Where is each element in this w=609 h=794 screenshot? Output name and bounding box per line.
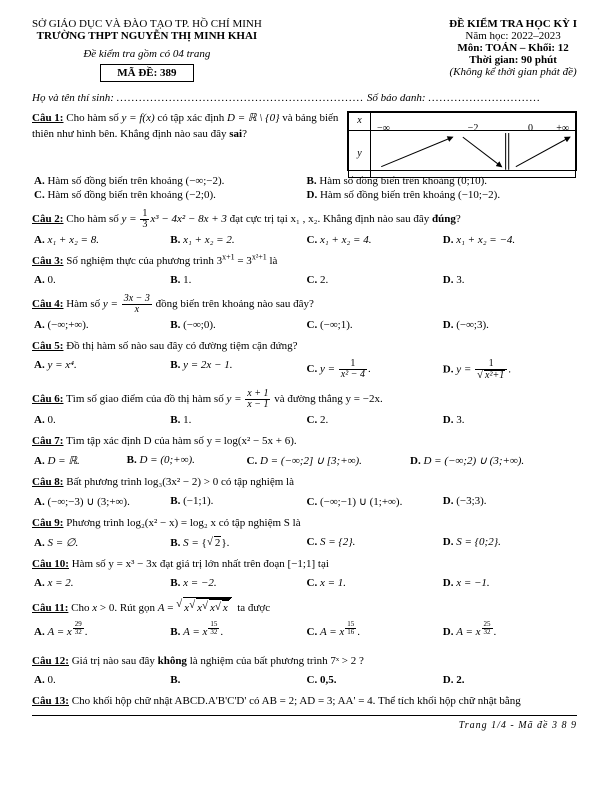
header-left: SỞ GIÁO DỤC VÀ ĐÀO TẠO TP. HỒ CHÍ MINH T… [32, 18, 262, 82]
question-5: Câu 5: Đồ thị hàm số nào sau đây có đườn… [32, 339, 577, 355]
question-13: Câu 13: Cho khối hộp chữ nhật ABCD.A'B'C… [32, 694, 577, 710]
exam-code-box: MÃ ĐỀ: 389 [100, 64, 193, 82]
q5-options: A. y = x⁴. B. y = 2x − 1. C. y = 1x² − 4… [32, 358, 577, 382]
question-7: Câu 7: Tìm tập xác định D của hàm số y =… [32, 434, 577, 450]
exam-title: ĐỀ KIỂM TRA HỌC KỲ I [449, 18, 577, 30]
header-right: ĐỀ KIỂM TRA HỌC KỲ I Năm học: 2022–2023 … [449, 18, 577, 82]
exam-page: SỞ GIÁO DỤC VÀ ĐÀO TẠO TP. HỒ CHÍ MINH T… [0, 0, 609, 741]
subject-line: Môn: TOÁN – Khối: 12 [449, 42, 577, 54]
q7-options: A. D = ℝ. B. D = (0;+∞). C. D = (−∞;2] ∪… [32, 453, 577, 468]
page-footer: Trang 1/4 - Mã đề 3 8 9 [32, 720, 577, 731]
question-9: Câu 9: Phương trình log₂(x² − x) = log₂ … [32, 516, 577, 532]
q2-options: A. x₁ + x₂ = 8. B. x₁ + x₂ = 2. C. x₁ + … [32, 233, 577, 247]
duration-line: Thời gian: 90 phút [449, 54, 577, 66]
dept-line: SỞ GIÁO DỤC VÀ ĐÀO TẠO TP. HỒ CHÍ MINH [32, 18, 262, 30]
question-10: Câu 10: Hàm số y = x³ − 3x đạt giá trị l… [32, 557, 577, 573]
question-8: Câu 8: Bất phương trình log₃(3x² − 2) > … [32, 475, 577, 491]
school-year: Năm học: 2022–2023 [449, 30, 577, 42]
variation-arrows [371, 131, 575, 172]
header-row: SỞ GIÁO DỤC VÀ ĐÀO TẠO TP. HỒ CHÍ MINH T… [32, 18, 577, 82]
school-line: TRƯỜNG THPT NGUYỄN THỊ MINH KHAI [32, 30, 262, 42]
name-line: Họ và tên thí sinh: ....................… [32, 92, 577, 104]
q10-options: A. x = 2. B. x = −2. C. x = 1. D. x = −1… [32, 576, 577, 590]
question-6: Câu 6: Tìm số giao điểm của đồ thị hàm s… [32, 389, 577, 410]
exam-length-label: Đề kiểm tra gồm có 04 trang [32, 48, 262, 60]
question-11: Câu 11: Cho x > 0. Rút gọn A = xxxx ta đ… [32, 597, 577, 617]
q4-options: A. (−∞;+∞). B. (−∞;0). C. (−∞;1). D. (−∞… [32, 318, 577, 332]
question-1: x −∞ −2 0 +∞ y [32, 111, 577, 171]
q9-options: A. S = ∅. B. S = {2}. C. S = {2}. D. S =… [32, 535, 577, 550]
q8-options: A. (−∞;−3) ∪ (3;+∞). B. (−1;1). C. (−∞;−… [32, 494, 577, 509]
question-2: Câu 2: Cho hàm số y = 13x³ − 4x² − 8x + … [32, 209, 577, 230]
variation-table: x −∞ −2 0 +∞ y [347, 111, 577, 171]
q12-options: A. 0. B. C. 0,5. D. 2. [32, 673, 577, 687]
q11-options: A. A = x2932. B. A = x1532. C. A = x1516… [32, 620, 577, 639]
footer-divider [32, 715, 577, 716]
question-3: Câu 3: Số nghiệm thực của phương trình 3… [32, 254, 577, 270]
q3-options: A. 0. B. 1. C. 2. D. 3. [32, 273, 577, 287]
duration-note: (Không kể thời gian phát đề) [449, 66, 577, 78]
question-4: Câu 4: Hàm số y = 3x − 3x đồng biến trên… [32, 294, 577, 315]
q6-options: A. 0. B. 1. C. 2. D. 3. [32, 413, 577, 427]
question-12: Câu 12: Giá trị nào sau đây không là ngh… [32, 654, 577, 670]
